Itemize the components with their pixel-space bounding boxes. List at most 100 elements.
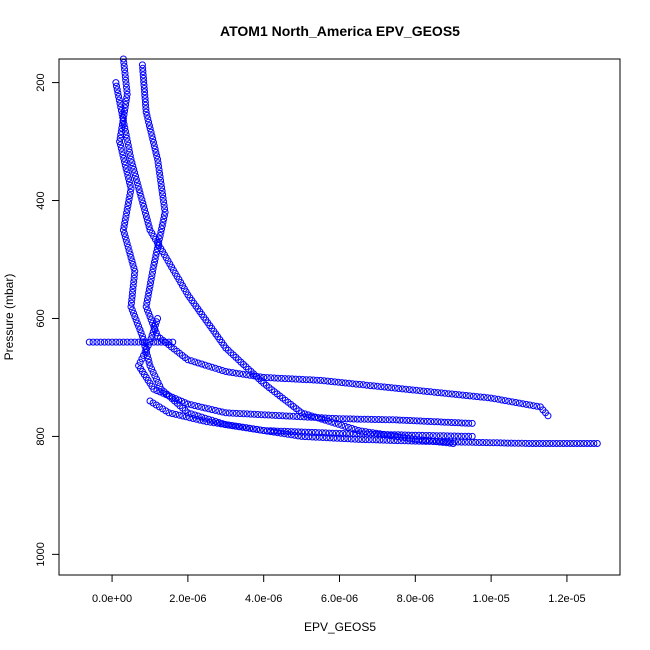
data-point xyxy=(154,315,162,322)
data-point xyxy=(425,437,433,445)
data-point xyxy=(406,417,414,424)
data-point xyxy=(427,388,435,396)
data-point xyxy=(280,427,288,435)
data-point xyxy=(264,411,272,419)
data-point xyxy=(121,69,129,77)
data-point xyxy=(305,428,312,436)
data-point xyxy=(334,378,342,386)
data-point xyxy=(157,338,165,346)
data-point xyxy=(122,212,130,220)
data-point xyxy=(447,432,455,440)
data-point xyxy=(157,177,165,184)
data-point xyxy=(145,118,153,126)
data-point xyxy=(299,376,307,383)
data-point xyxy=(143,306,151,314)
data-point xyxy=(372,429,380,437)
data-point xyxy=(161,205,169,213)
data-point xyxy=(129,289,136,296)
data-point xyxy=(445,390,452,398)
data-point xyxy=(117,141,124,149)
data-point xyxy=(158,184,166,192)
data-point xyxy=(186,414,194,422)
data-point xyxy=(144,219,152,227)
data-point xyxy=(468,419,476,427)
data-point xyxy=(298,409,306,417)
data-point xyxy=(341,422,349,430)
data-point xyxy=(339,430,347,437)
data-point xyxy=(514,439,522,447)
x-tick-label: 1.0e-05 xyxy=(472,593,509,605)
data-point xyxy=(401,434,409,442)
data-point xyxy=(246,424,253,432)
data-point xyxy=(154,379,162,386)
data-point xyxy=(498,396,506,404)
data-point xyxy=(127,303,135,311)
data-point xyxy=(112,338,120,346)
data-point xyxy=(169,338,177,346)
data-point xyxy=(504,439,512,447)
data-point xyxy=(150,325,158,333)
data-point xyxy=(277,429,285,437)
data-point xyxy=(143,111,151,119)
data-point xyxy=(143,352,151,360)
data-point xyxy=(420,387,428,395)
data-point xyxy=(317,376,324,384)
data-point xyxy=(144,115,152,123)
data-point xyxy=(370,382,378,390)
data-point xyxy=(505,397,513,405)
data-point xyxy=(348,424,356,432)
data-point xyxy=(359,381,367,389)
data-point xyxy=(353,415,361,423)
data-point xyxy=(573,440,581,447)
data-point xyxy=(121,124,129,132)
data-point xyxy=(311,413,319,421)
data-point xyxy=(139,71,147,79)
data-point xyxy=(462,392,470,399)
data-point xyxy=(187,410,195,418)
data-point xyxy=(396,416,404,424)
data-point xyxy=(148,272,156,280)
data-point xyxy=(149,328,157,336)
data-point xyxy=(458,419,466,427)
data-point xyxy=(139,64,147,72)
data-point xyxy=(139,68,147,76)
data-point xyxy=(344,423,352,431)
data-point xyxy=(493,439,501,447)
data-point xyxy=(343,415,351,423)
data-point xyxy=(446,439,454,447)
data-point xyxy=(205,362,213,370)
data-point xyxy=(487,394,495,402)
data-point xyxy=(191,358,199,366)
data-point xyxy=(222,409,230,417)
data-point xyxy=(224,421,232,429)
data-point xyxy=(139,199,147,207)
data-point xyxy=(151,255,159,263)
data-point xyxy=(135,338,143,346)
data-point xyxy=(250,410,258,418)
data-point xyxy=(119,117,127,125)
data-point xyxy=(587,440,594,447)
data-point xyxy=(187,357,195,365)
data-point xyxy=(249,425,257,433)
data-point xyxy=(120,154,128,162)
data-point xyxy=(480,393,488,401)
data-point xyxy=(465,432,473,440)
data-point xyxy=(194,359,202,367)
data-point xyxy=(429,437,436,445)
data-point xyxy=(535,440,543,447)
data-point xyxy=(153,387,161,395)
data-point xyxy=(222,368,230,375)
data-point xyxy=(193,415,200,423)
data-point xyxy=(231,422,239,430)
data-point xyxy=(124,243,132,251)
data-point xyxy=(500,439,508,447)
data-point xyxy=(160,198,168,206)
data-point xyxy=(411,435,419,443)
data-point xyxy=(198,403,206,411)
data-point xyxy=(390,432,398,440)
data-point xyxy=(156,232,164,239)
data-point xyxy=(127,155,135,163)
data-point xyxy=(583,440,591,447)
data-point xyxy=(358,427,366,435)
data-point xyxy=(232,409,240,417)
